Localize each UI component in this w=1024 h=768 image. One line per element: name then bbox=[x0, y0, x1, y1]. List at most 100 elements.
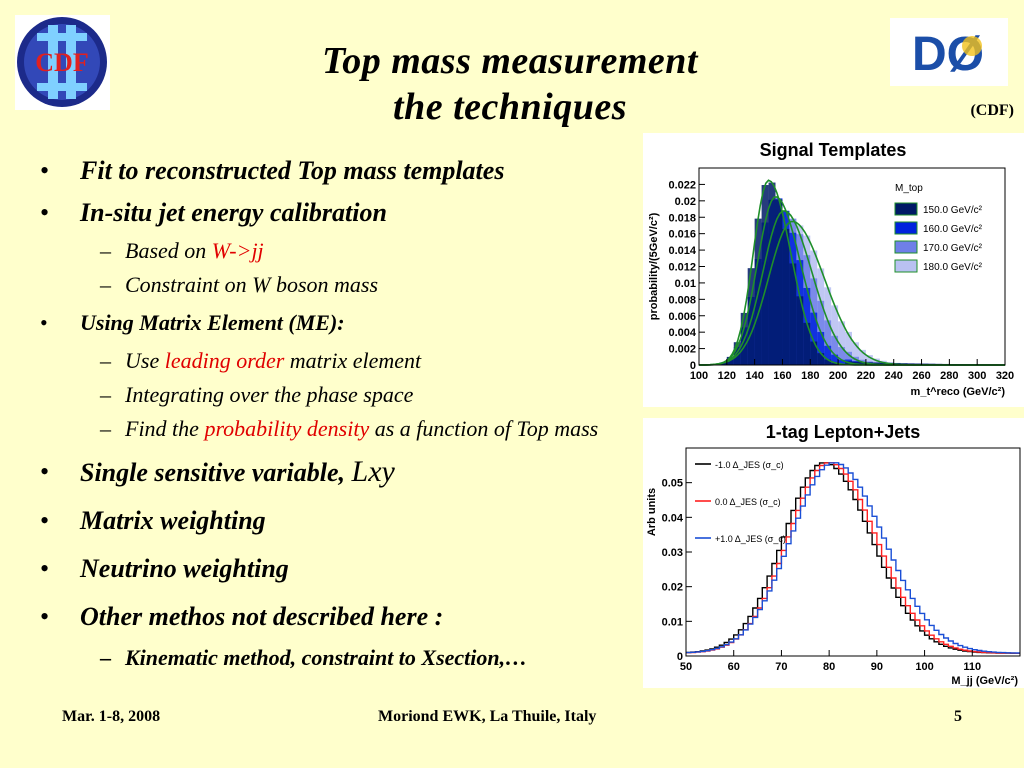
histogram-bar bbox=[865, 355, 873, 365]
y-tick-label: 0.01 bbox=[675, 278, 696, 290]
cdf-note: (CDF) bbox=[970, 102, 1014, 119]
histogram-bar bbox=[831, 362, 839, 365]
histogram-bar bbox=[719, 362, 727, 365]
signal-templates-chart: Signal Templates 0 0.002 0.004 0.006 0.008 0.0… bbox=[643, 133, 1024, 407]
y-tick-label: 0.05 bbox=[662, 478, 683, 490]
legend-label: 150.0 GeV/c² bbox=[923, 205, 983, 216]
histogram-bar bbox=[838, 347, 846, 365]
legend-swatch bbox=[894, 202, 918, 216]
histogram-bar bbox=[845, 351, 852, 365]
histogram-bar bbox=[761, 185, 769, 365]
bullet: Using Matrix Element (ME): bbox=[40, 302, 640, 344]
x-tick-label: 260 bbox=[912, 370, 930, 382]
histogram-bar bbox=[872, 358, 880, 365]
footer-venue: Moriond EWK, La Thuile, Italy bbox=[378, 708, 597, 725]
x-tick-label: 240 bbox=[885, 370, 903, 382]
sub-bullet: Based on W->jj bbox=[40, 234, 640, 268]
histogram-bar bbox=[858, 362, 866, 365]
sub-bullet: Use leading order matrix element bbox=[40, 344, 640, 378]
legend-swatch bbox=[894, 221, 918, 235]
bullet: Fit to reconstructed Top mass templates bbox=[40, 150, 640, 192]
histogram-bar bbox=[824, 345, 832, 365]
y-tick-label: 0.006 bbox=[668, 311, 696, 323]
histogram-bar bbox=[831, 354, 839, 365]
histogram-line bbox=[686, 462, 1020, 654]
sub-bullet: Find the probability density as a functi… bbox=[40, 412, 605, 448]
histogram-bar bbox=[838, 359, 846, 365]
y-tick-label: 0.016 bbox=[668, 229, 696, 241]
y-tick-label: 0.04 bbox=[662, 512, 684, 524]
footer-date: Mar. 1-8, 2008 bbox=[62, 708, 161, 725]
bullet: Other methos not described here : bbox=[40, 593, 640, 641]
sub-bullet: Kinematic method, constraint to Xsection… bbox=[40, 641, 640, 675]
histogram-bar bbox=[852, 342, 859, 365]
histogram-bar bbox=[768, 182, 776, 365]
cdf-logo: CDF bbox=[15, 15, 110, 110]
x-tick-label: 320 bbox=[996, 370, 1014, 382]
chart-title: 1-tag Lepton+Jets bbox=[766, 422, 921, 442]
x-tick-label: 100 bbox=[690, 370, 708, 382]
legend-swatch bbox=[894, 259, 918, 273]
y-tick-label: 0.002 bbox=[668, 344, 696, 356]
chart-title: Signal Templates bbox=[760, 140, 907, 160]
x-tick-label: 60 bbox=[728, 661, 740, 673]
histogram-bar bbox=[810, 312, 818, 365]
histogram-bar bbox=[775, 199, 783, 365]
x-tick-label: 100 bbox=[915, 661, 933, 673]
footer-page-number: 5 bbox=[954, 708, 962, 725]
x-axis-label: m_t^reco (GeV/c²) bbox=[911, 386, 1006, 398]
x-tick-label: 300 bbox=[968, 370, 986, 382]
y-tick-label: 0.02 bbox=[662, 582, 683, 594]
x-tick-label: 120 bbox=[718, 370, 736, 382]
y-tick-label: 0.008 bbox=[668, 294, 696, 306]
x-tick-label: 180 bbox=[801, 370, 819, 382]
legend-swatch bbox=[894, 240, 918, 254]
histogram-bar bbox=[831, 335, 839, 365]
x-tick-label: 280 bbox=[940, 370, 958, 382]
x-tick-label: 80 bbox=[823, 661, 835, 673]
x-tick-label: 160 bbox=[773, 370, 791, 382]
histogram-line bbox=[686, 462, 1020, 654]
bullet: Neutrino weighting bbox=[40, 545, 640, 593]
histogram-bar bbox=[803, 322, 811, 365]
sub-bullet: Constraint on W boson mass bbox=[40, 268, 640, 302]
histogram-bar bbox=[817, 353, 825, 365]
histogram-bar bbox=[845, 331, 852, 365]
bullet: In-situ jet energy calibration bbox=[40, 192, 640, 234]
y-tick-label: 0.018 bbox=[668, 212, 696, 224]
x-tick-label: 110 bbox=[963, 661, 981, 673]
bullet: Single sensitive variable, Lxy bbox=[40, 448, 640, 497]
x-tick-label: 50 bbox=[680, 661, 692, 673]
histogram-bar bbox=[747, 268, 755, 365]
y-tick-label: 0.014 bbox=[668, 245, 696, 257]
y-tick-label: 0.012 bbox=[668, 262, 696, 274]
legend-label: 180.0 GeV/c² bbox=[923, 262, 983, 273]
histogram-bar bbox=[858, 349, 866, 365]
sub-bullet: Integrating over the phase space bbox=[40, 378, 640, 412]
y-tick-label: 0.02 bbox=[675, 196, 696, 208]
legend-label: 160.0 GeV/c² bbox=[923, 224, 983, 235]
page-title: Top mass measurement the techniques bbox=[322, 40, 698, 128]
histogram-bar bbox=[782, 228, 790, 365]
x-tick-label: 220 bbox=[857, 370, 875, 382]
legend-title: M_top bbox=[895, 183, 923, 194]
y-tick-label: 0.01 bbox=[662, 616, 683, 628]
histogram-bar bbox=[838, 321, 846, 365]
histogram-bar bbox=[796, 296, 804, 365]
y-axis-label: probability/(5GeV/c²) bbox=[648, 212, 660, 320]
bullet: Matrix weighting bbox=[40, 497, 640, 545]
legend-label: 0.0 Δ_JES (σ_c) bbox=[715, 497, 781, 507]
x-axis-label: M_jj (GeV/c²) bbox=[951, 675, 1018, 687]
histogram-bar bbox=[824, 320, 832, 365]
x-tick-label: 70 bbox=[775, 661, 787, 673]
y-axis-label: Arb units bbox=[646, 488, 658, 536]
y-tick-label: 0 bbox=[677, 651, 683, 663]
histogram-bar bbox=[810, 341, 818, 365]
histogram-bar bbox=[733, 342, 741, 365]
y-tick-label: 0.004 bbox=[668, 327, 696, 339]
histogram-bar bbox=[879, 362, 887, 365]
histogram-bar bbox=[789, 263, 797, 365]
svg-text:CDF: CDF bbox=[35, 48, 88, 77]
histogram-bar bbox=[817, 332, 825, 365]
y-tick-label: 0.022 bbox=[668, 179, 696, 191]
